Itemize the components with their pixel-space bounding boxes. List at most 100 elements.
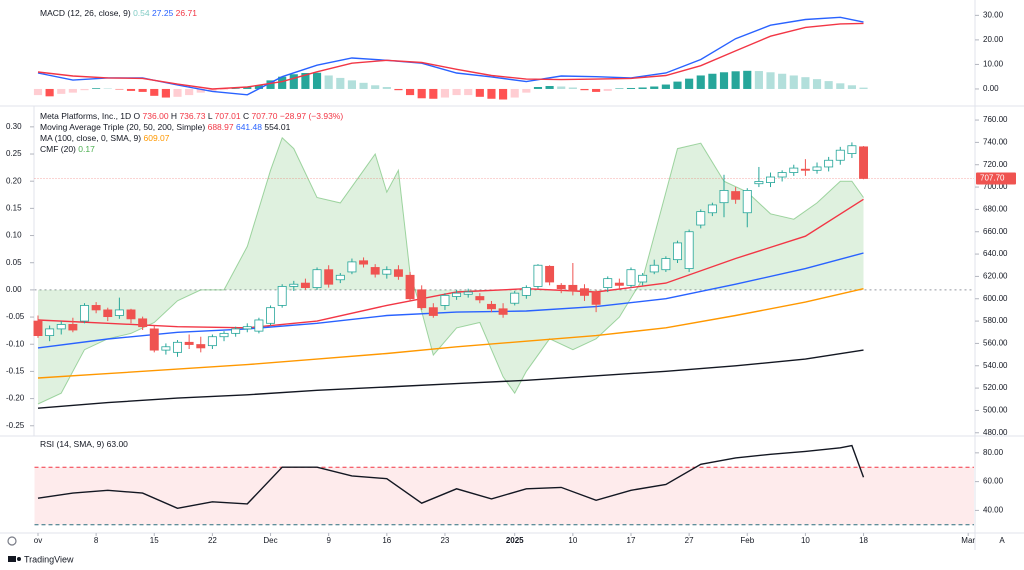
y-tick-label: 0.05 — [6, 258, 22, 267]
y-tick-label: 30.00 — [983, 10, 1004, 19]
histogram-bar — [138, 88, 147, 92]
candle-body — [789, 167, 799, 173]
x-tick-label: 2025 — [506, 536, 524, 545]
histogram-bar — [592, 88, 601, 92]
histogram-bar — [522, 88, 531, 93]
y-tick-label: 580.00 — [983, 316, 1008, 325]
candle-body — [568, 284, 578, 292]
x-tick-label: 23 — [440, 536, 449, 545]
candle-body — [335, 274, 345, 281]
y-tick-label: -0.25 — [6, 421, 25, 430]
x-tick-label: 18 — [859, 536, 868, 545]
histogram-bar — [778, 73, 787, 89]
legend: RSI (14, SMA, 9) 63.00 — [40, 439, 128, 449]
moving-average — [37, 349, 864, 409]
candle-body — [161, 346, 171, 351]
candle-body — [661, 258, 671, 271]
histogram-bar — [196, 88, 205, 93]
y-tick-label: 500.00 — [983, 406, 1008, 415]
candle-body — [533, 264, 543, 287]
histogram-bar — [57, 88, 66, 94]
candle-body — [754, 181, 764, 185]
histogram-bar — [266, 80, 275, 89]
candle-body — [719, 190, 729, 204]
legend-value: 554.01 — [264, 122, 290, 132]
candle-body — [707, 204, 717, 214]
candle-body — [684, 231, 694, 269]
candle-body — [603, 278, 613, 288]
y-tick-label: 20.00 — [983, 35, 1004, 44]
auto-scale-button[interactable]: A — [999, 536, 1005, 545]
y-tick-label: -0.15 — [6, 367, 25, 376]
candle-body — [91, 305, 101, 311]
candle-body — [173, 341, 182, 353]
histogram-bar — [336, 77, 345, 89]
histogram-bar — [68, 88, 77, 93]
candle-body — [382, 269, 392, 275]
y-tick-label: 740.00 — [983, 137, 1008, 146]
candle-body — [184, 341, 194, 345]
candle-body — [696, 211, 706, 226]
y-tick-label: 0.15 — [6, 203, 22, 212]
settings-icon[interactable] — [7, 536, 17, 546]
y-tick-label: 80.00 — [983, 448, 1004, 457]
histogram-bar — [33, 88, 43, 96]
histogram-bar — [126, 88, 136, 91]
candle-body — [114, 309, 124, 316]
histogram-bar — [150, 88, 159, 96]
candle-body — [614, 282, 624, 286]
candle-body — [638, 274, 648, 283]
histogram-bar — [603, 88, 612, 91]
x-tick-label: 10 — [568, 536, 577, 545]
histogram-bar — [510, 88, 519, 98]
candle-body — [359, 260, 369, 265]
y-tick-label: 660.00 — [983, 227, 1008, 236]
candle-body — [277, 286, 287, 306]
rsi-line — [37, 444, 865, 510]
histogram-bar — [103, 88, 112, 89]
y-tick-label: 720.00 — [983, 160, 1008, 169]
legend: MACD (12, 26, close, 9) 0.54 27.25 26.71 — [40, 8, 197, 18]
histogram-bar — [789, 75, 798, 89]
price-change: −28.97 (−3.93%) — [280, 111, 343, 121]
histogram-bar — [173, 88, 182, 97]
histogram-bar — [440, 88, 450, 98]
ohlc-label: O — [134, 111, 141, 121]
legend-value: 63.00 — [107, 439, 129, 449]
x-tick-label: 9 — [326, 536, 331, 545]
candle-body — [452, 292, 462, 297]
candle-body — [835, 149, 845, 161]
candle-body — [463, 291, 473, 295]
ohlc-value: 736.00 — [143, 111, 169, 121]
y-tick-label: 0.10 — [6, 231, 22, 240]
histogram-bar — [289, 74, 298, 89]
y-tick-label: 40.00 — [983, 506, 1004, 515]
histogram-bar — [696, 75, 705, 89]
y-tick-label: 0.30 — [6, 122, 22, 131]
candle-body — [766, 176, 775, 183]
candle-body — [556, 284, 566, 290]
candle-body — [289, 283, 299, 287]
candle-body — [324, 269, 334, 285]
ohlc-label: H — [171, 111, 177, 121]
histogram-bar — [359, 82, 368, 89]
legend-value: 688.97 — [208, 122, 234, 132]
histogram-bar — [626, 87, 636, 89]
histogram-bar — [115, 88, 124, 90]
legend: MA (100, close, 0, SMA, 9) 609.07 — [40, 133, 170, 143]
legend: Meta Platforms, Inc., 1D O 736.00 H 736.… — [40, 111, 343, 121]
candle-body — [207, 336, 217, 347]
histogram-bar — [301, 73, 310, 89]
histogram-bar — [661, 84, 670, 89]
candle-body — [68, 324, 78, 331]
histogram-bar — [847, 85, 856, 89]
candle-body — [486, 303, 496, 310]
last-price-label: 707.70 — [980, 174, 1005, 183]
moving-average — [37, 252, 864, 349]
band-fill — [34, 467, 974, 525]
last-price-tag — [976, 172, 1016, 185]
histogram-bar — [254, 85, 263, 89]
histogram-bar — [545, 86, 554, 89]
candle-body — [812, 166, 822, 171]
